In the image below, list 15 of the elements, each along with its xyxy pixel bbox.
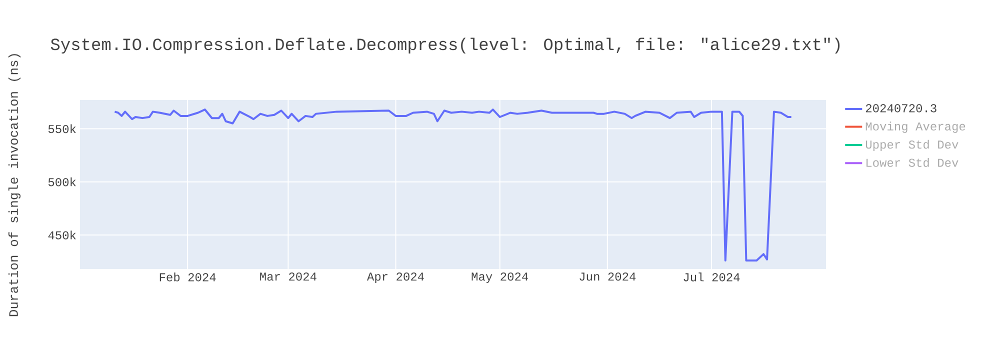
x-tick-label: Feb 2024 xyxy=(160,272,216,282)
legend-label: Lower Std Dev xyxy=(866,158,958,167)
x-tick-label: Jul 2024 xyxy=(684,272,740,282)
x-tick-label: Jun 2024 xyxy=(580,272,636,281)
y-tick-label: 500k xyxy=(48,177,76,186)
chart-title: System.IO.Compression.Deflate.Decompress(level: Optimal, file: "alice29.txt") xyxy=(50,38,840,54)
y-tick-label: 550k xyxy=(48,124,76,134)
legend-label: Moving Average xyxy=(866,122,966,133)
legend-label: Upper Std Dev xyxy=(866,140,958,152)
x-tick-label: May 2024 xyxy=(472,272,528,284)
x-tick-label: Mar 2024 xyxy=(260,272,316,281)
y-axis-title: Duration of single invocation (ns) xyxy=(8,54,21,316)
legend-label: 20240720.3 xyxy=(866,104,936,112)
y-tick-label: 450k xyxy=(48,230,76,240)
x-tick-label: Apr 2024 xyxy=(366,272,424,284)
